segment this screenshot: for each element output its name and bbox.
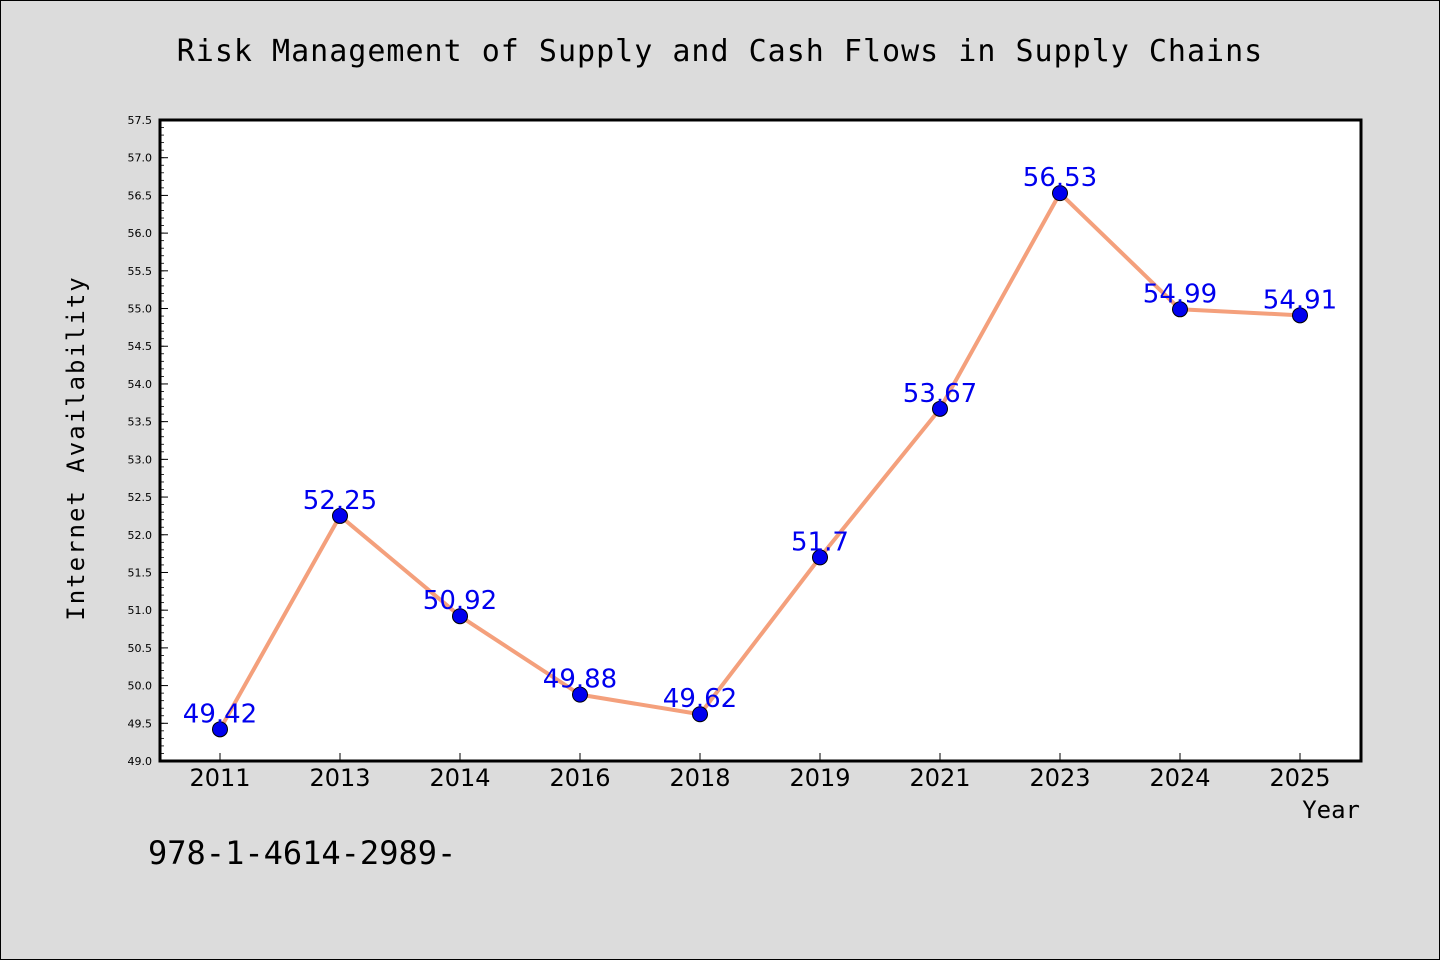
x-axis: 2011 2013 2014 2016 2018 2019 2021 2023 2024 2025 [189, 753, 1331, 792]
y-tick-label: 57.0 [128, 152, 153, 165]
y-tick-label: 54.0 [128, 378, 153, 391]
data-label: 49.62 [663, 684, 737, 714]
y-tick-label: 50.0 [128, 680, 153, 693]
x-tick-label: 2025 [1269, 764, 1330, 792]
y-tick-label: 51.5 [128, 566, 153, 579]
x-tick-label: 2018 [669, 764, 730, 792]
x-tick-label: 2013 [309, 764, 370, 792]
x-tick-label: 2016 [549, 764, 610, 792]
data-label: 49.88 [543, 665, 617, 695]
x-tick-label: 2024 [1149, 764, 1210, 792]
data-label: 54.91 [1263, 285, 1337, 315]
data-point [812, 549, 828, 566]
y-tick-label: 53.5 [128, 416, 153, 429]
data-label: 53.67 [903, 379, 977, 409]
data-label: 54.99 [1143, 279, 1217, 309]
x-tick-label: 2019 [789, 764, 850, 792]
x-axis-label: Year [1302, 796, 1360, 824]
footnote-isbn: 978-1-4614-2989- [148, 834, 457, 872]
x-tick-label: 2023 [1029, 764, 1090, 792]
data-point [332, 507, 348, 524]
data-point [1292, 307, 1308, 324]
y-tick-label: 56.0 [128, 227, 153, 240]
y-tick-label: 55.5 [128, 265, 153, 278]
x-tick-label: 2011 [189, 764, 250, 792]
data-label: 56.53 [1023, 163, 1097, 193]
data-label: 52.25 [303, 486, 377, 516]
y-axis: 49.0 49.5 50.0 50.5 51.0 51.5 52.0 52.5 53.0 53.5… [128, 114, 168, 768]
y-tick-label: 57.5 [128, 114, 153, 127]
plot-area [158, 118, 1363, 763]
data-label: 51.7 [791, 527, 849, 557]
data-point [692, 706, 708, 723]
data-point [932, 400, 948, 417]
data-label: 49.42 [183, 699, 257, 729]
data-point [1052, 185, 1068, 202]
y-tick-label: 52.0 [128, 529, 153, 542]
y-tick-label: 49.5 [128, 717, 153, 730]
data-labels: 49.42 52.25 50.92 49.88 49.62 51.7 53.67 56.53 5… [183, 163, 1337, 729]
chart-title: Risk Management of Supply and Cash Flows… [176, 34, 1264, 69]
y-tick-label: 55.0 [128, 303, 153, 316]
y-tick-label: 52.5 [128, 491, 153, 504]
series-group [212, 185, 1308, 738]
series-line [218, 191, 1301, 731]
data-point [452, 608, 468, 625]
y-tick-label: 51.0 [128, 604, 153, 617]
y-tick-label: 49.0 [128, 755, 153, 768]
x-tick-label: 2021 [909, 764, 970, 792]
y-tick-label: 53.0 [128, 453, 153, 466]
y-tick-label: 54.5 [128, 340, 153, 353]
data-point [1172, 301, 1188, 318]
y-tick-label: 56.5 [128, 189, 153, 202]
data-label: 50.92 [423, 586, 497, 616]
y-tick-label: 50.5 [128, 642, 153, 655]
x-tick-label: 2014 [429, 764, 490, 792]
data-point [212, 721, 228, 738]
data-point [572, 686, 588, 703]
